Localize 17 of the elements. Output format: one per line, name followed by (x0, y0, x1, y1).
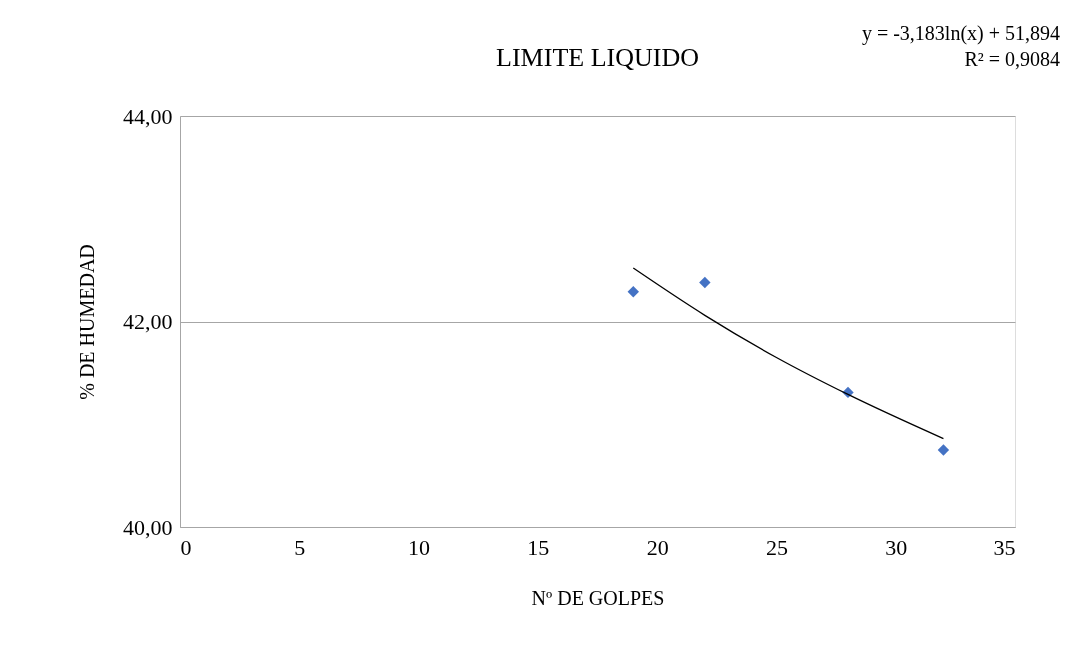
y-tick-label: 44,00 (123, 103, 173, 129)
line-series (632, 267, 945, 440)
y-tick-label: 42,00 (123, 309, 173, 334)
x-axis-title: Nº DE GOLPES (531, 586, 665, 609)
x-tick-label: 20 (646, 534, 669, 560)
x-tick-label: 5 (294, 534, 306, 560)
x-tick-label: 0 (180, 534, 192, 560)
y-tick-label: 40,00 (123, 514, 173, 540)
y-axis-title: % DE HUMEDAD (76, 244, 98, 400)
x-tick-label: 15 (527, 534, 550, 560)
x-tick-label: 30 (885, 534, 908, 560)
text: y = -3,183ln(x) + 51,894 (861, 22, 1060, 45)
chart-title: LIMITE LIQUIDO (496, 43, 699, 72)
x-tick-label: 35 (993, 534, 1016, 560)
x-tick-label: 25 (765, 534, 788, 560)
x-tick-label: 10 (408, 534, 431, 560)
text: R² = 0,9084 (964, 48, 1060, 70)
